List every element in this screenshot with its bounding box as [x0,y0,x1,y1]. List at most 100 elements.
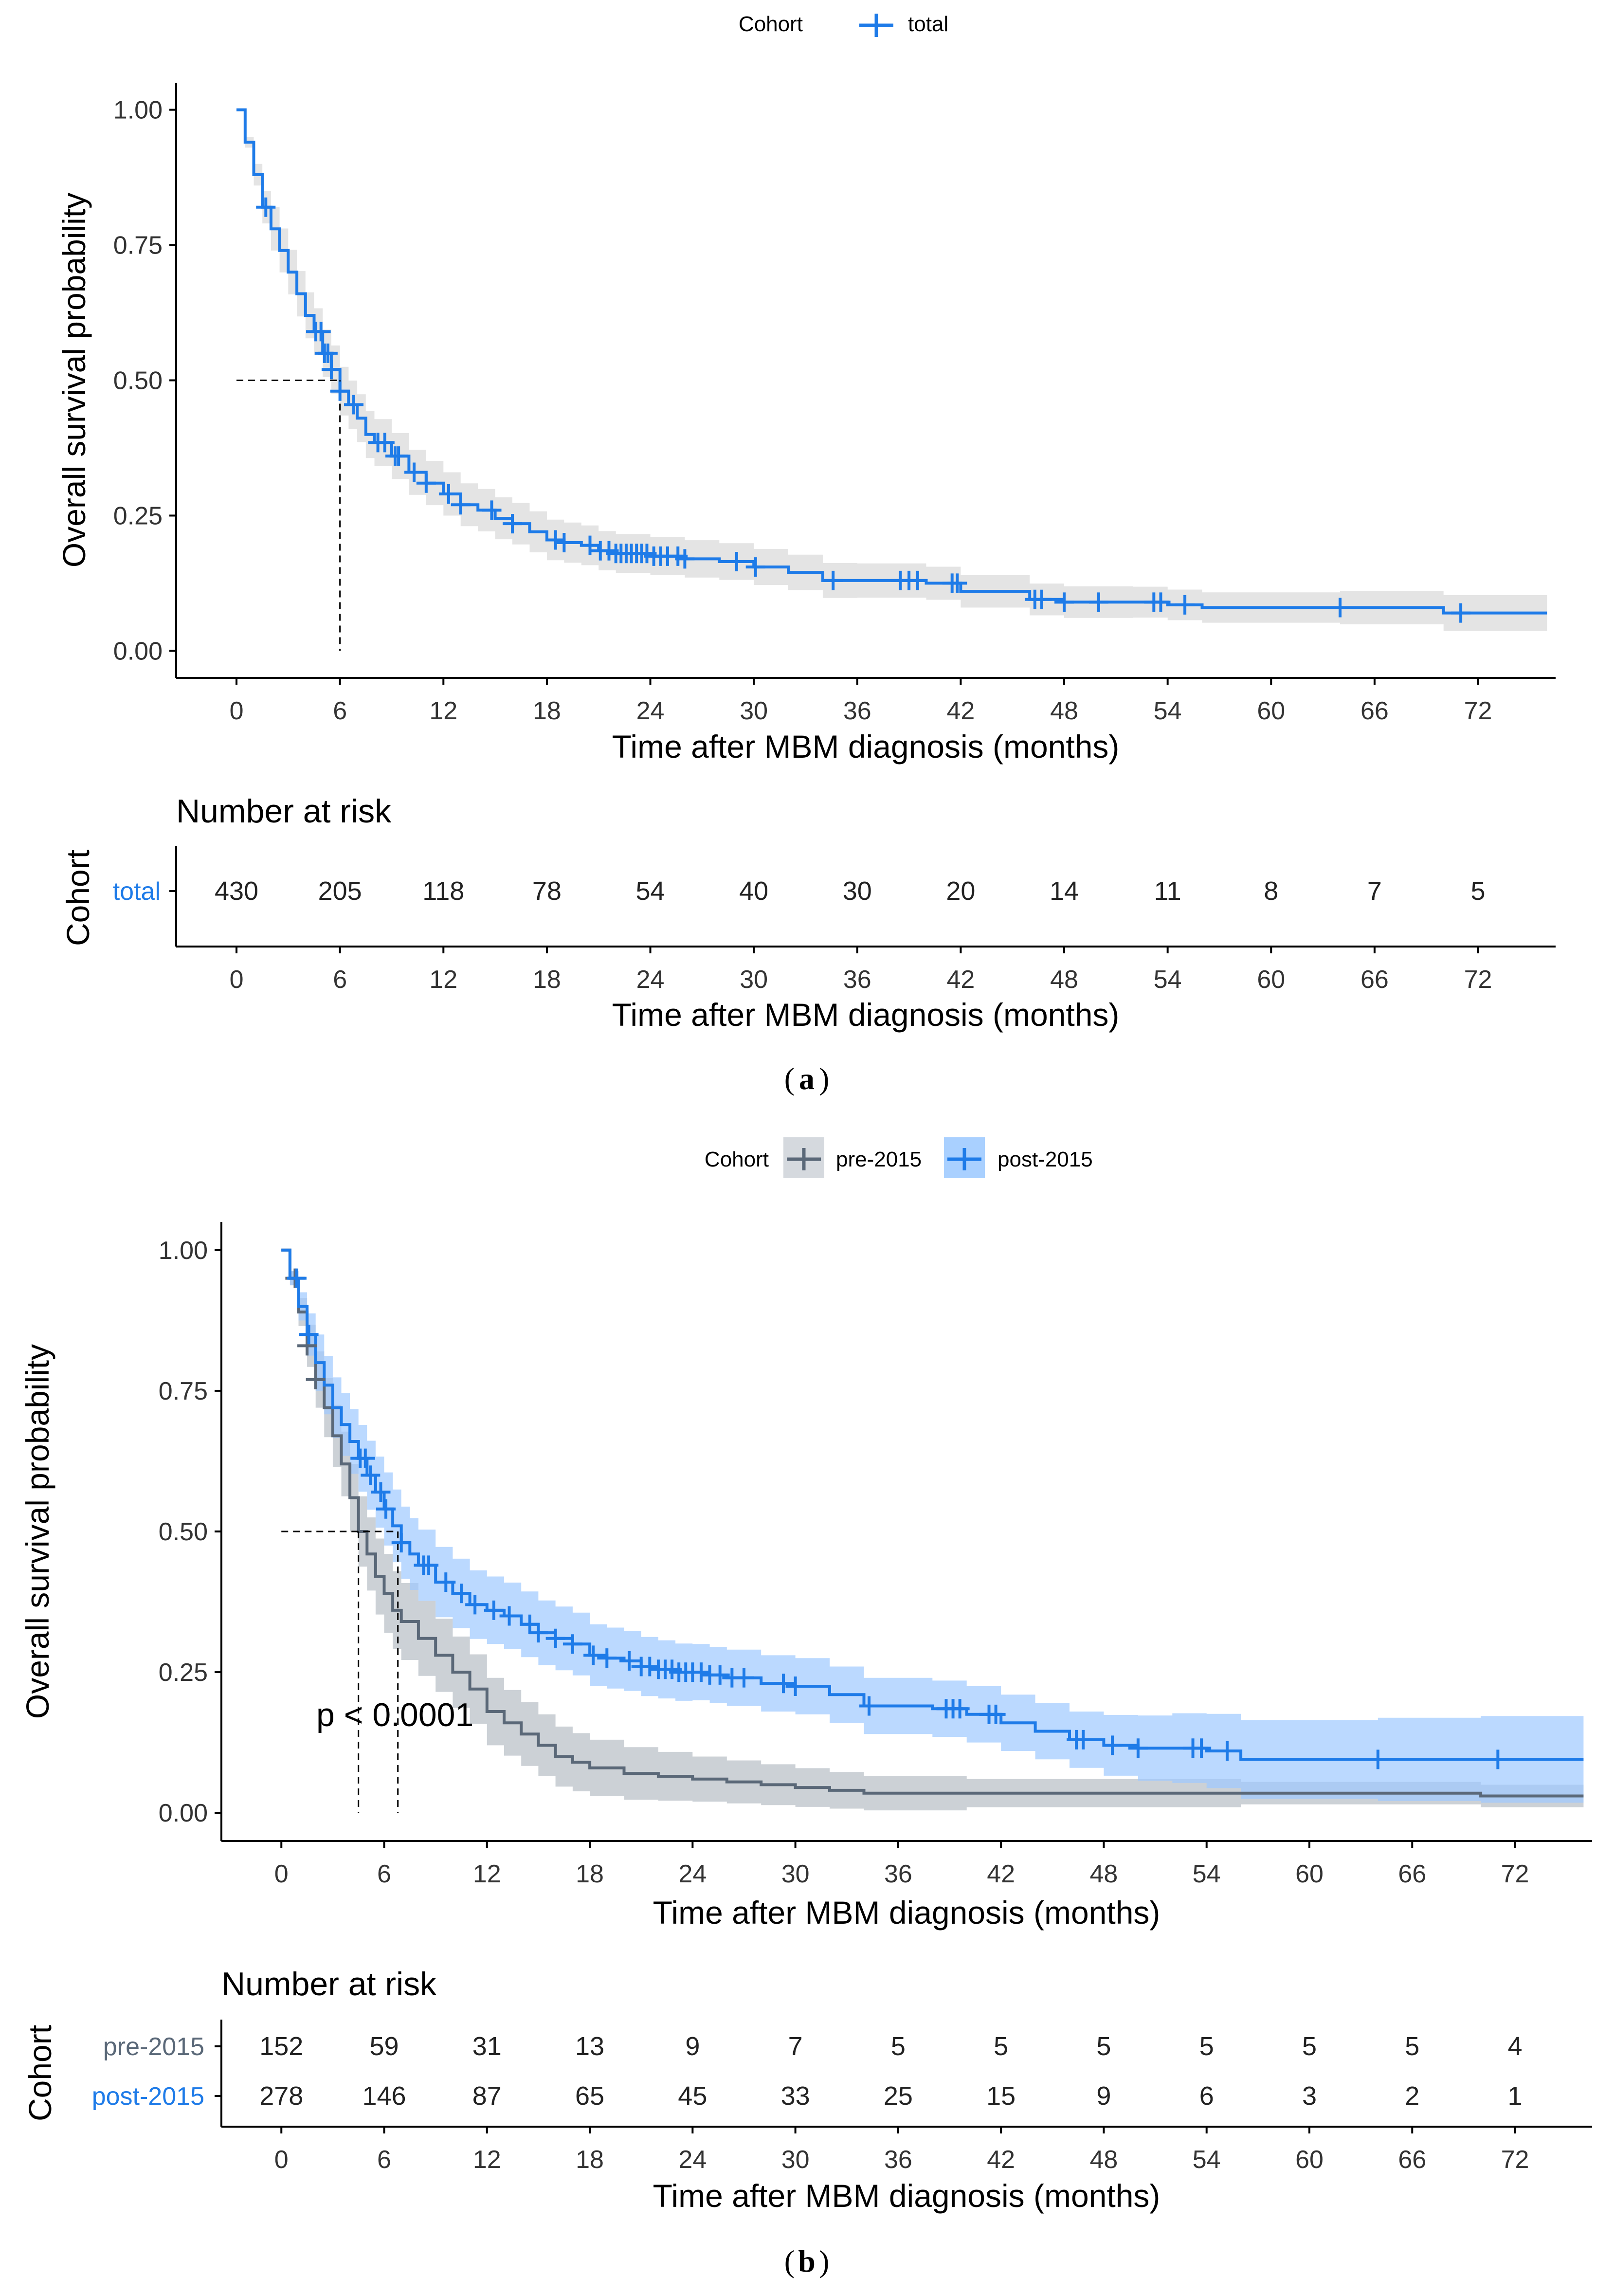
censor-mark-total [580,535,600,555]
censor-mark-total [311,322,331,342]
plot-a-censor-marks [256,197,1471,623]
x-tick-label: 30 [740,697,768,725]
censor-mark-post-2015 [391,1533,411,1553]
censor-mark-total [675,549,695,569]
plot-b-x-ticks: 0 6 12 18 24 30 36 42 48 54 60 66 72 [274,1841,1529,1888]
risk-value-post-2015: 45 [678,2081,707,2111]
svg-text:): ) [819,2244,829,2278]
censor-mark-post-2015 [710,1665,730,1685]
risk-x-tick-label: 12 [429,966,457,994]
risk-value-total: 11 [1154,876,1181,906]
legend-b-label-pre: pre-2015 [836,1148,922,1171]
x-tick-label: 0 [230,697,244,725]
risk-row-label-total: total [113,877,161,906]
risk-table-a-row-labels: total [113,877,176,906]
x-tick-label: 36 [884,1860,912,1888]
panel-b-caption: ( b ) [784,2244,830,2278]
survival-curve-pre-2015 [281,1248,1584,1798]
x-tick-label: 42 [946,697,975,725]
censor-mark-total [503,514,523,534]
risk-value-post-2015: 25 [884,2081,913,2111]
x-tick-label: 18 [576,1860,604,1888]
censor-mark-post-2015 [640,1657,660,1676]
risk-x-tick-label: 54 [1154,966,1182,994]
censor-mark-total [1175,595,1195,615]
legend-b-label-post: post-2015 [997,1148,1093,1171]
censor-mark-post-2015 [499,1606,519,1626]
censor-mark-post-2015 [520,1614,540,1634]
censor-mark-total [318,343,338,363]
censor-mark-post-2015 [734,1668,754,1688]
censor-mark-post-2015 [950,1699,970,1719]
risk-value-total: 54 [635,876,665,906]
risk-value-total: 14 [1050,876,1079,906]
censor-mark-post-2015 [986,1704,1006,1724]
censor-mark-pre-2015 [306,1369,326,1389]
risk-value-pre-2015: 59 [369,2032,399,2061]
risk-value-post-2015: 6 [1199,2081,1214,2111]
risk-table-b: Number at risk Cohort pre-2015post-2015 … [22,1966,1592,2214]
risk-x-tick-label: 48 [1050,966,1078,994]
censor-mark-post-2015 [691,1662,711,1682]
risk-value-post-2015: 2 [1405,2081,1419,2111]
svg-text:): ) [819,1061,829,1096]
risk-value-post-2015: 9 [1096,2081,1111,2111]
risk-value-post-2015: 65 [575,2081,604,2111]
y-tick-label: 0.50 [113,367,163,395]
censor-mark-post-2015 [1103,1735,1123,1755]
x-tick-label: 12 [473,1860,501,1888]
censor-mark-total [554,533,574,553]
risk-x-tick-label: 24 [678,2146,707,2174]
risk-x-tick-label: 48 [1090,2146,1118,2174]
y-tick-label: 0.00 [113,637,163,665]
censor-mark-total [389,446,409,466]
censor-mark-post-2015 [1368,1749,1388,1769]
risk-table-a: Number at risk Cohort total 430 205 118 78 5… [60,793,1556,1033]
censor-mark-post-2015 [371,1482,391,1502]
censor-mark-total [823,570,843,590]
censor-mark-total [404,462,424,482]
risk-value-pre-2015: 7 [788,2032,803,2061]
censor-mark-post-2015 [451,1584,471,1604]
censor-mark-total [947,573,967,593]
panel-a: Cohort total 0.00 0.25 0.50 0.75 1.00 0 6 12 18… [56,12,1556,1096]
risk-table-a-x-axis-title: Time after MBM diagnosis (months) [612,997,1120,1033]
censor-mark-total [321,360,341,380]
risk-value-total: 7 [1367,876,1382,906]
censor-mark-total [1054,592,1074,612]
risk-table-b-x-ticks: 0 6 12 18 24 30 36 42 48 54 60 66 72 [274,2127,1529,2174]
censor-mark-post-2015 [562,1634,582,1654]
x-tick-label: 54 [1154,697,1182,725]
censor-mark-post-2015 [1217,1741,1237,1761]
risk-value-total: 30 [843,876,872,906]
risk-x-tick-label: 72 [1501,2146,1529,2174]
legend-a-title: Cohort [739,12,803,36]
risk-x-tick-label: 12 [473,2146,501,2174]
x-tick-label: 24 [678,1860,707,1888]
risk-value-post-2015: 146 [362,2081,406,2111]
risk-table-b-y-title: Cohort [22,2025,58,2121]
risk-x-tick-label: 72 [1464,966,1492,994]
panel-b: Cohort pre-2015 post-2015 0.000.250.500.… [19,1137,1592,2278]
censor-mark-total [438,484,458,504]
risk-value-pre-2015: 5 [891,2032,906,2061]
risk-value-post-2015: 87 [472,2081,502,2111]
x-tick-label: 60 [1257,697,1285,725]
risk-x-tick-label: 6 [377,2146,391,2174]
risk-x-tick-label: 30 [781,2146,810,2174]
risk-value-post-2015: 278 [259,2081,303,2111]
plot-b: 0.00 0.25 0.50 0.75 1.00 0 6 12 18 24 30 36 42 48 54 6… [159,1222,1592,1888]
censor-mark-total [344,395,364,415]
censor-mark-post-2015 [376,1499,396,1519]
plot-a-y-axis-title: Overall survival probability [56,193,92,567]
y-tick-label: 1.00 [113,96,163,125]
x-tick-label: 0 [274,1860,289,1888]
plot-b-p-value: p < 0.0001 [316,1696,473,1733]
legend-b: Cohort pre-2015 post-2015 [705,1137,1093,1178]
x-tick-label: 66 [1398,1860,1426,1888]
risk-value-pre-2015: 5 [994,2032,1008,2061]
censor-mark-post-2015 [1073,1730,1093,1749]
x-tick-label: 66 [1360,697,1389,725]
risk-value-post-2015: 3 [1302,2081,1317,2111]
x-tick-label: 72 [1464,697,1492,725]
